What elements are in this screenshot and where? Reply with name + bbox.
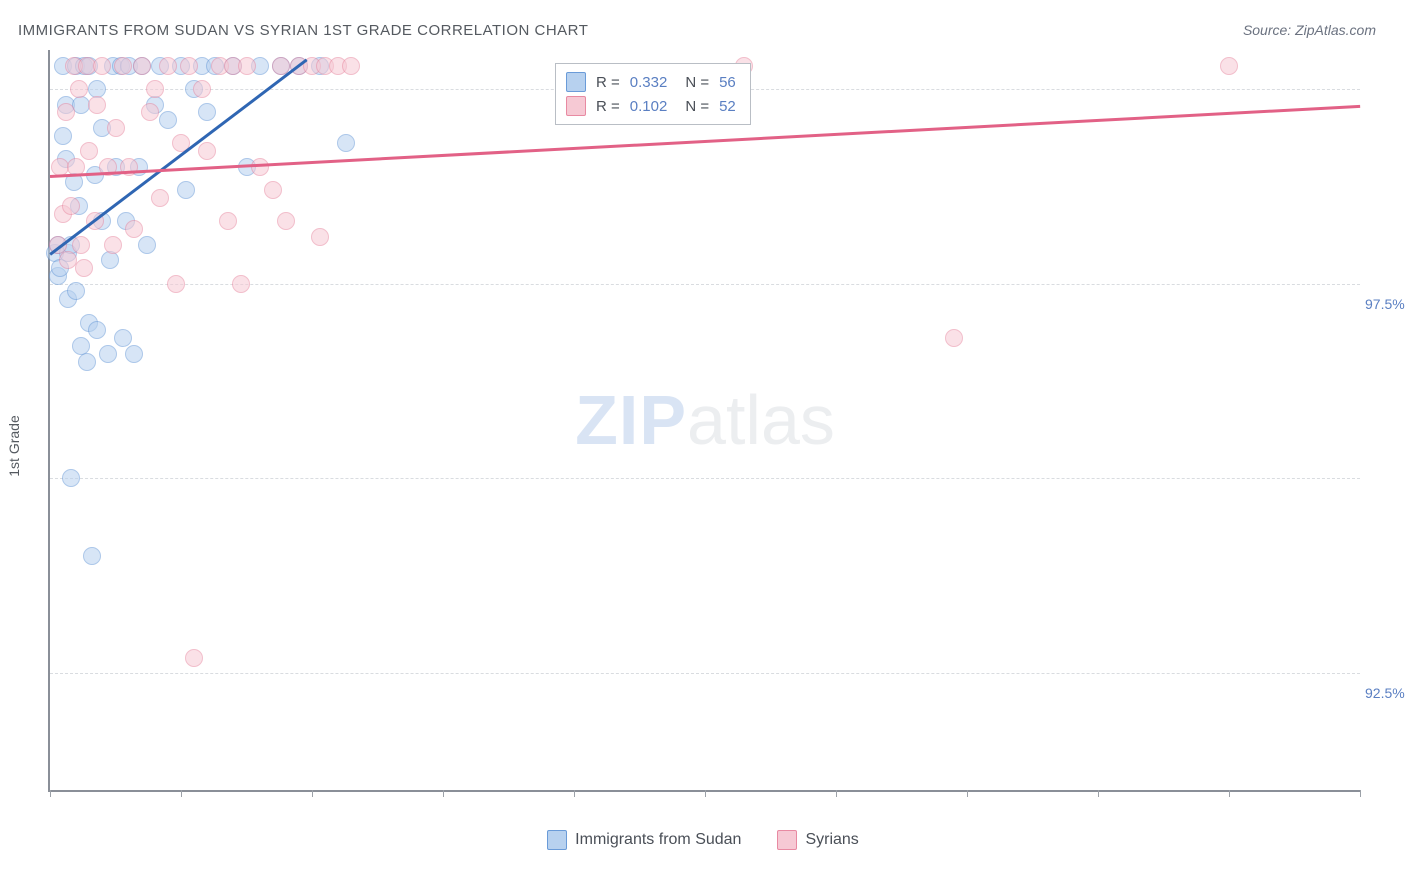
- data-point: [54, 127, 72, 145]
- legend-swatch: [566, 96, 586, 116]
- legend-label: Syrians: [805, 831, 858, 849]
- data-point: [146, 80, 164, 98]
- data-point: [107, 119, 125, 137]
- data-point: [78, 353, 96, 371]
- data-point: [198, 103, 216, 121]
- x-tick: [312, 790, 313, 797]
- data-point: [232, 275, 250, 293]
- data-point: [101, 251, 119, 269]
- data-point: [125, 345, 143, 363]
- data-point: [167, 275, 185, 293]
- data-point: [72, 236, 90, 254]
- x-tick: [443, 790, 444, 797]
- data-point: [151, 189, 169, 207]
- data-point: [70, 80, 88, 98]
- data-point: [264, 181, 282, 199]
- stat-n-value: 56: [719, 74, 736, 91]
- data-point: [57, 103, 75, 121]
- stat-n-value: 52: [719, 98, 736, 115]
- data-point: [62, 197, 80, 215]
- data-point: [219, 212, 237, 230]
- gridline: [50, 673, 1360, 674]
- data-point: [159, 57, 177, 75]
- data-point: [1220, 57, 1238, 75]
- data-point: [80, 142, 98, 160]
- source-attribution: Source: ZipAtlas.com: [1243, 22, 1376, 38]
- data-point: [277, 212, 295, 230]
- data-point: [138, 236, 156, 254]
- legend-swatch: [566, 72, 586, 92]
- data-point: [88, 96, 106, 114]
- data-point: [337, 134, 355, 152]
- watermark-zip: ZIP: [575, 381, 687, 459]
- data-point: [180, 57, 198, 75]
- legend-label: Immigrants from Sudan: [575, 831, 741, 849]
- legend-swatch: [547, 830, 567, 850]
- x-tick: [50, 790, 51, 797]
- data-point: [238, 57, 256, 75]
- data-point: [99, 345, 117, 363]
- watermark: ZIPatlas: [575, 380, 835, 460]
- stats-row: R = 0.332 N = 56: [566, 70, 736, 94]
- stat-r-value: 0.102: [630, 98, 668, 115]
- x-tick: [1229, 790, 1230, 797]
- scatter-chart-area: ZIPatlas 92.5%97.5%: [48, 50, 1360, 792]
- y-tick-label: 92.5%: [1365, 685, 1406, 701]
- stat-r-label: R =: [596, 74, 620, 91]
- x-tick: [836, 790, 837, 797]
- x-tick: [1360, 790, 1361, 797]
- data-point: [75, 259, 93, 277]
- legend-item: Syrians: [777, 830, 858, 850]
- stat-r-value: 0.332: [630, 74, 668, 91]
- data-point: [945, 329, 963, 347]
- stats-legend-box: R = 0.332 N = 56 R = 0.102 N = 52: [555, 63, 751, 125]
- data-point: [141, 103, 159, 121]
- x-tick: [705, 790, 706, 797]
- x-tick: [967, 790, 968, 797]
- y-axis-label: 1st Grade: [6, 415, 22, 476]
- data-point: [83, 547, 101, 565]
- data-point: [133, 57, 151, 75]
- legend-item: Immigrants from Sudan: [547, 830, 741, 850]
- data-point: [104, 236, 122, 254]
- data-point: [342, 57, 360, 75]
- data-point: [88, 321, 106, 339]
- data-point: [114, 57, 132, 75]
- gridline: [50, 478, 1360, 479]
- legend-swatch: [777, 830, 797, 850]
- data-point: [93, 57, 111, 75]
- x-tick: [181, 790, 182, 797]
- stats-row: R = 0.102 N = 52: [566, 94, 736, 118]
- stat-n-label: N =: [685, 74, 709, 91]
- legend: Immigrants from Sudan Syrians: [0, 830, 1406, 850]
- watermark-atlas: atlas: [687, 381, 835, 459]
- data-point: [62, 469, 80, 487]
- data-point: [159, 111, 177, 129]
- data-point: [67, 282, 85, 300]
- x-tick: [574, 790, 575, 797]
- data-point: [125, 220, 143, 238]
- x-tick: [1098, 790, 1099, 797]
- data-point: [185, 649, 203, 667]
- data-point: [198, 142, 216, 160]
- data-point: [251, 158, 269, 176]
- data-point: [311, 228, 329, 246]
- stat-n-label: N =: [685, 98, 709, 115]
- data-point: [193, 80, 211, 98]
- data-point: [177, 181, 195, 199]
- y-tick-label: 97.5%: [1365, 296, 1406, 312]
- chart-title: IMMIGRANTS FROM SUDAN VS SYRIAN 1ST GRAD…: [18, 22, 588, 39]
- stat-r-label: R =: [596, 98, 620, 115]
